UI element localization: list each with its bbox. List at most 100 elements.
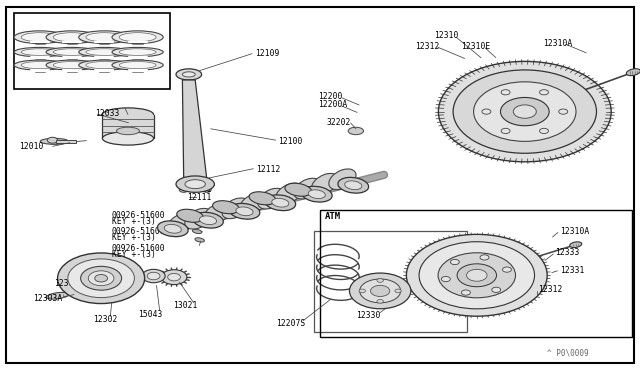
Ellipse shape xyxy=(265,195,296,211)
Ellipse shape xyxy=(200,216,216,225)
Ellipse shape xyxy=(95,275,108,282)
Ellipse shape xyxy=(627,69,640,76)
Text: 12312: 12312 xyxy=(538,285,562,294)
Ellipse shape xyxy=(86,49,123,55)
Ellipse shape xyxy=(377,279,383,282)
Ellipse shape xyxy=(294,178,321,199)
Ellipse shape xyxy=(21,61,58,69)
Ellipse shape xyxy=(79,31,130,44)
Ellipse shape xyxy=(46,60,97,70)
Ellipse shape xyxy=(492,287,500,292)
Ellipse shape xyxy=(312,173,339,194)
Ellipse shape xyxy=(46,292,69,299)
Ellipse shape xyxy=(461,290,470,295)
Ellipse shape xyxy=(79,60,130,70)
Text: 15043: 15043 xyxy=(138,310,162,319)
Ellipse shape xyxy=(442,276,451,282)
Ellipse shape xyxy=(419,242,534,309)
Ellipse shape xyxy=(70,286,83,293)
Ellipse shape xyxy=(480,255,489,260)
Ellipse shape xyxy=(164,224,181,233)
Ellipse shape xyxy=(285,183,312,196)
Text: ^ P0\0009: ^ P0\0009 xyxy=(547,349,589,358)
Ellipse shape xyxy=(191,221,200,225)
Ellipse shape xyxy=(46,31,97,44)
Ellipse shape xyxy=(112,31,163,44)
Ellipse shape xyxy=(53,33,90,42)
Text: 12312: 12312 xyxy=(415,42,439,51)
Ellipse shape xyxy=(395,289,401,293)
Text: 12109: 12109 xyxy=(255,49,279,58)
Text: 12310A: 12310A xyxy=(543,39,572,48)
Text: 12302: 12302 xyxy=(93,315,117,324)
Ellipse shape xyxy=(276,183,303,204)
Ellipse shape xyxy=(457,264,497,287)
Ellipse shape xyxy=(21,33,58,42)
Ellipse shape xyxy=(102,108,154,121)
Ellipse shape xyxy=(53,49,90,55)
Ellipse shape xyxy=(119,33,156,42)
Ellipse shape xyxy=(168,273,180,281)
Bar xyxy=(56,140,76,143)
Ellipse shape xyxy=(58,253,145,304)
Ellipse shape xyxy=(540,90,548,95)
Ellipse shape xyxy=(371,285,390,296)
Ellipse shape xyxy=(438,253,516,298)
Ellipse shape xyxy=(119,49,156,55)
Ellipse shape xyxy=(68,259,134,298)
Text: 12200: 12200 xyxy=(318,92,342,101)
Ellipse shape xyxy=(79,47,130,57)
Ellipse shape xyxy=(112,47,163,57)
Text: 12331: 12331 xyxy=(560,266,584,275)
Ellipse shape xyxy=(406,234,547,316)
Ellipse shape xyxy=(177,209,204,222)
Polygon shape xyxy=(182,80,207,184)
Ellipse shape xyxy=(338,177,369,193)
Text: 00926-51600: 00926-51600 xyxy=(112,211,166,219)
Ellipse shape xyxy=(168,213,195,234)
Text: 12303A: 12303A xyxy=(33,294,63,303)
Ellipse shape xyxy=(193,212,223,228)
Text: 12310A: 12310A xyxy=(560,227,589,236)
Ellipse shape xyxy=(182,72,195,77)
Ellipse shape xyxy=(540,128,548,134)
Text: 12112: 12112 xyxy=(256,165,280,174)
Ellipse shape xyxy=(451,259,460,264)
Ellipse shape xyxy=(329,169,356,190)
Text: 12310: 12310 xyxy=(434,31,458,40)
Ellipse shape xyxy=(176,176,214,192)
Ellipse shape xyxy=(161,270,187,285)
Ellipse shape xyxy=(40,138,68,144)
Ellipse shape xyxy=(258,188,285,209)
Ellipse shape xyxy=(513,105,536,118)
Bar xyxy=(320,210,632,337)
Text: 12303C: 12303C xyxy=(54,279,84,288)
Ellipse shape xyxy=(202,187,211,192)
Text: 12333: 12333 xyxy=(556,248,580,257)
Text: 00926-51600: 00926-51600 xyxy=(112,244,166,253)
Ellipse shape xyxy=(236,207,253,216)
Ellipse shape xyxy=(179,187,188,192)
Ellipse shape xyxy=(377,299,383,303)
Ellipse shape xyxy=(119,61,156,69)
Ellipse shape xyxy=(88,271,114,286)
Ellipse shape xyxy=(502,267,511,272)
Ellipse shape xyxy=(195,238,204,242)
Ellipse shape xyxy=(47,137,58,143)
Ellipse shape xyxy=(345,181,362,190)
Ellipse shape xyxy=(14,60,65,70)
Ellipse shape xyxy=(570,242,582,248)
Ellipse shape xyxy=(14,47,65,57)
Text: KEY +-(3): KEY +-(3) xyxy=(112,217,156,226)
Ellipse shape xyxy=(46,47,97,57)
Ellipse shape xyxy=(212,201,239,214)
Text: KEY +-(3): KEY +-(3) xyxy=(112,233,156,242)
Ellipse shape xyxy=(142,269,165,283)
Ellipse shape xyxy=(204,203,231,224)
Ellipse shape xyxy=(482,109,491,114)
Ellipse shape xyxy=(185,208,212,229)
Text: 12303: 12303 xyxy=(76,268,100,277)
Ellipse shape xyxy=(301,186,332,202)
Ellipse shape xyxy=(240,193,267,214)
Ellipse shape xyxy=(185,180,205,189)
